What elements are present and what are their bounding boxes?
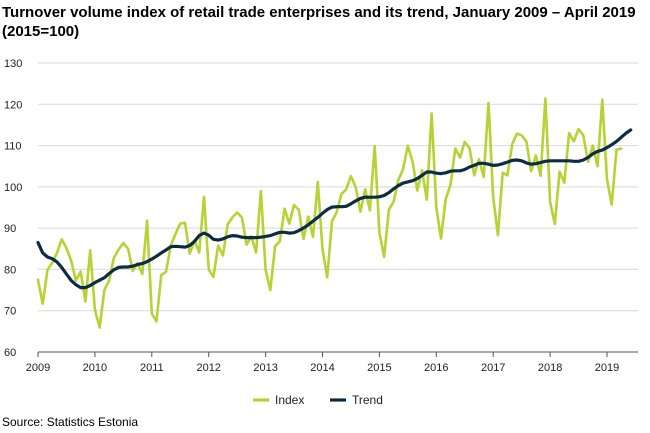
- source-note: Source: Statistics Estonia: [2, 415, 139, 429]
- y-tick-label: 70: [4, 306, 16, 318]
- x-tick-label: 2011: [140, 362, 164, 374]
- y-tick-label: 130: [4, 58, 22, 70]
- y-tick-label: 90: [4, 223, 16, 235]
- legend: Index Trend: [253, 393, 383, 407]
- x-tick-label: 2009: [26, 362, 50, 374]
- x-tick-label: 2014: [310, 362, 334, 374]
- y-tick-label: 110: [4, 141, 22, 153]
- y-axis-ticks: 60 70 80 90 100 110 120 130: [4, 58, 22, 359]
- y-tick-label: 60: [4, 347, 16, 359]
- y-tick-label: 80: [4, 264, 16, 276]
- series-line-index: [36, 97, 623, 329]
- y-tick-label: 100: [4, 182, 22, 194]
- chart-title: Turnover volume index of retail trade en…: [2, 4, 636, 40]
- x-tick-label: 2017: [481, 362, 505, 374]
- y-tick-label: 120: [4, 99, 22, 111]
- legend-label-trend: Trend: [352, 393, 383, 407]
- x-tick-label: 2012: [196, 362, 220, 374]
- x-tick-label: 2016: [424, 362, 448, 374]
- x-tick-label: 2010: [83, 362, 107, 374]
- x-tick-label: 2018: [538, 362, 562, 374]
- series-lines: [36, 97, 633, 329]
- legend-label-index: Index: [275, 393, 304, 407]
- x-tick-label: 2013: [253, 362, 277, 374]
- x-tick-label: 2019: [595, 362, 619, 374]
- x-tick-label: 2015: [367, 362, 391, 374]
- series-line-trend: [36, 128, 633, 290]
- x-axis: 2009 2010 2011 2012 2013 2014 2015 2016 2017 2018…: [26, 351, 638, 374]
